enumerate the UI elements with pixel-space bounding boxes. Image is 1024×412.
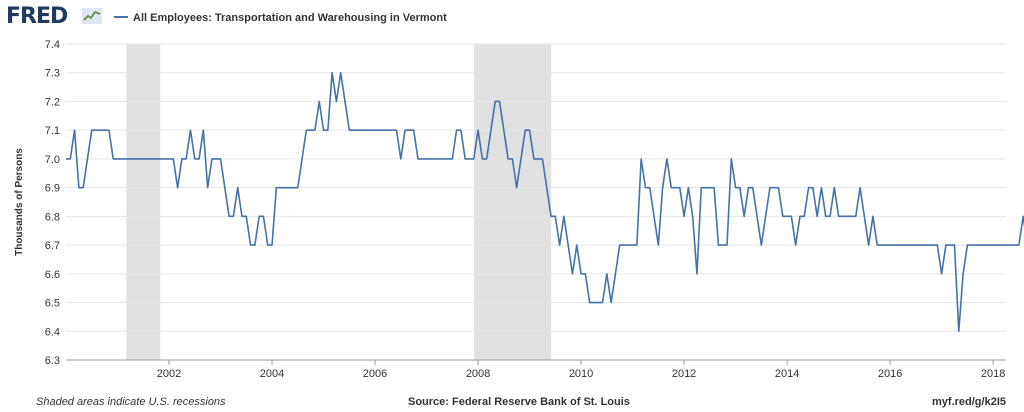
- y-tick-label: 6.3: [45, 355, 60, 367]
- y-tick-label: 7.0: [45, 154, 60, 166]
- y-tick-label: 6.8: [45, 211, 60, 223]
- x-tick-label: 2008: [466, 368, 490, 380]
- y-tick-label: 6.7: [45, 240, 60, 252]
- x-tick-label: 2012: [672, 368, 696, 380]
- y-axis-label: Thousands of Persons: [14, 148, 25, 256]
- series-title: All Employees: Transportation and Wareho…: [133, 12, 447, 24]
- series-line-0: [66, 71, 1024, 333]
- line-chart: 6.3 6.4 6.5 6.6 6.7 6.8 6.9 7.0 7.1 7.2 7.3 7.4 2002…: [14, 39, 1024, 380]
- recession-band-0: [126, 44, 161, 360]
- legend-swatch: [114, 16, 128, 19]
- y-tick-label: 6.6: [45, 269, 60, 281]
- y-tick-label: 7.3: [45, 68, 60, 80]
- x-tick-label: 2010: [569, 368, 593, 380]
- x-tick-label: 2016: [878, 368, 902, 380]
- x-tick-label: 2014: [775, 368, 799, 380]
- chart-footer: Shaded areas indicate U.S. recessions So…: [0, 394, 1024, 412]
- y-tick-label: 6.4: [45, 326, 60, 338]
- y-tick-label: 6.5: [45, 298, 60, 310]
- series-line-layer: [66, 71, 1024, 333]
- fred-logo[interactable]: FRED: [6, 4, 68, 29]
- axes: 6.3 6.4 6.5 6.6 6.7 6.8 6.9 7.0 7.1 7.2 7.3 7.4 2002…: [45, 39, 1006, 380]
- y-tick-label: 7.4: [45, 39, 60, 51]
- x-tick-label: 2004: [260, 368, 284, 380]
- x-tick-label: 2006: [363, 368, 387, 380]
- recession-band-1: [473, 44, 552, 360]
- y-tick-label: 7.1: [45, 125, 60, 137]
- fred-graph-icon: [82, 8, 102, 24]
- chart-header: FRED All Employees: Transportation and W…: [0, 0, 1024, 34]
- y-tick-label: 6.9: [45, 183, 60, 195]
- y-tick-label: 7.2: [45, 96, 60, 108]
- x-tick-label: 2002: [157, 368, 181, 380]
- recession-bands: [126, 44, 552, 360]
- source-note: Source: Federal Reserve Bank of St. Loui…: [408, 396, 630, 408]
- x-tick-label: 2018: [981, 368, 1005, 380]
- recession-note: Shaded areas indicate U.S. recessions: [36, 396, 226, 408]
- series-legend: All Employees: Transportation and Wareho…: [114, 12, 447, 24]
- short-url-link[interactable]: myf.red/g/k2I5: [932, 396, 1006, 408]
